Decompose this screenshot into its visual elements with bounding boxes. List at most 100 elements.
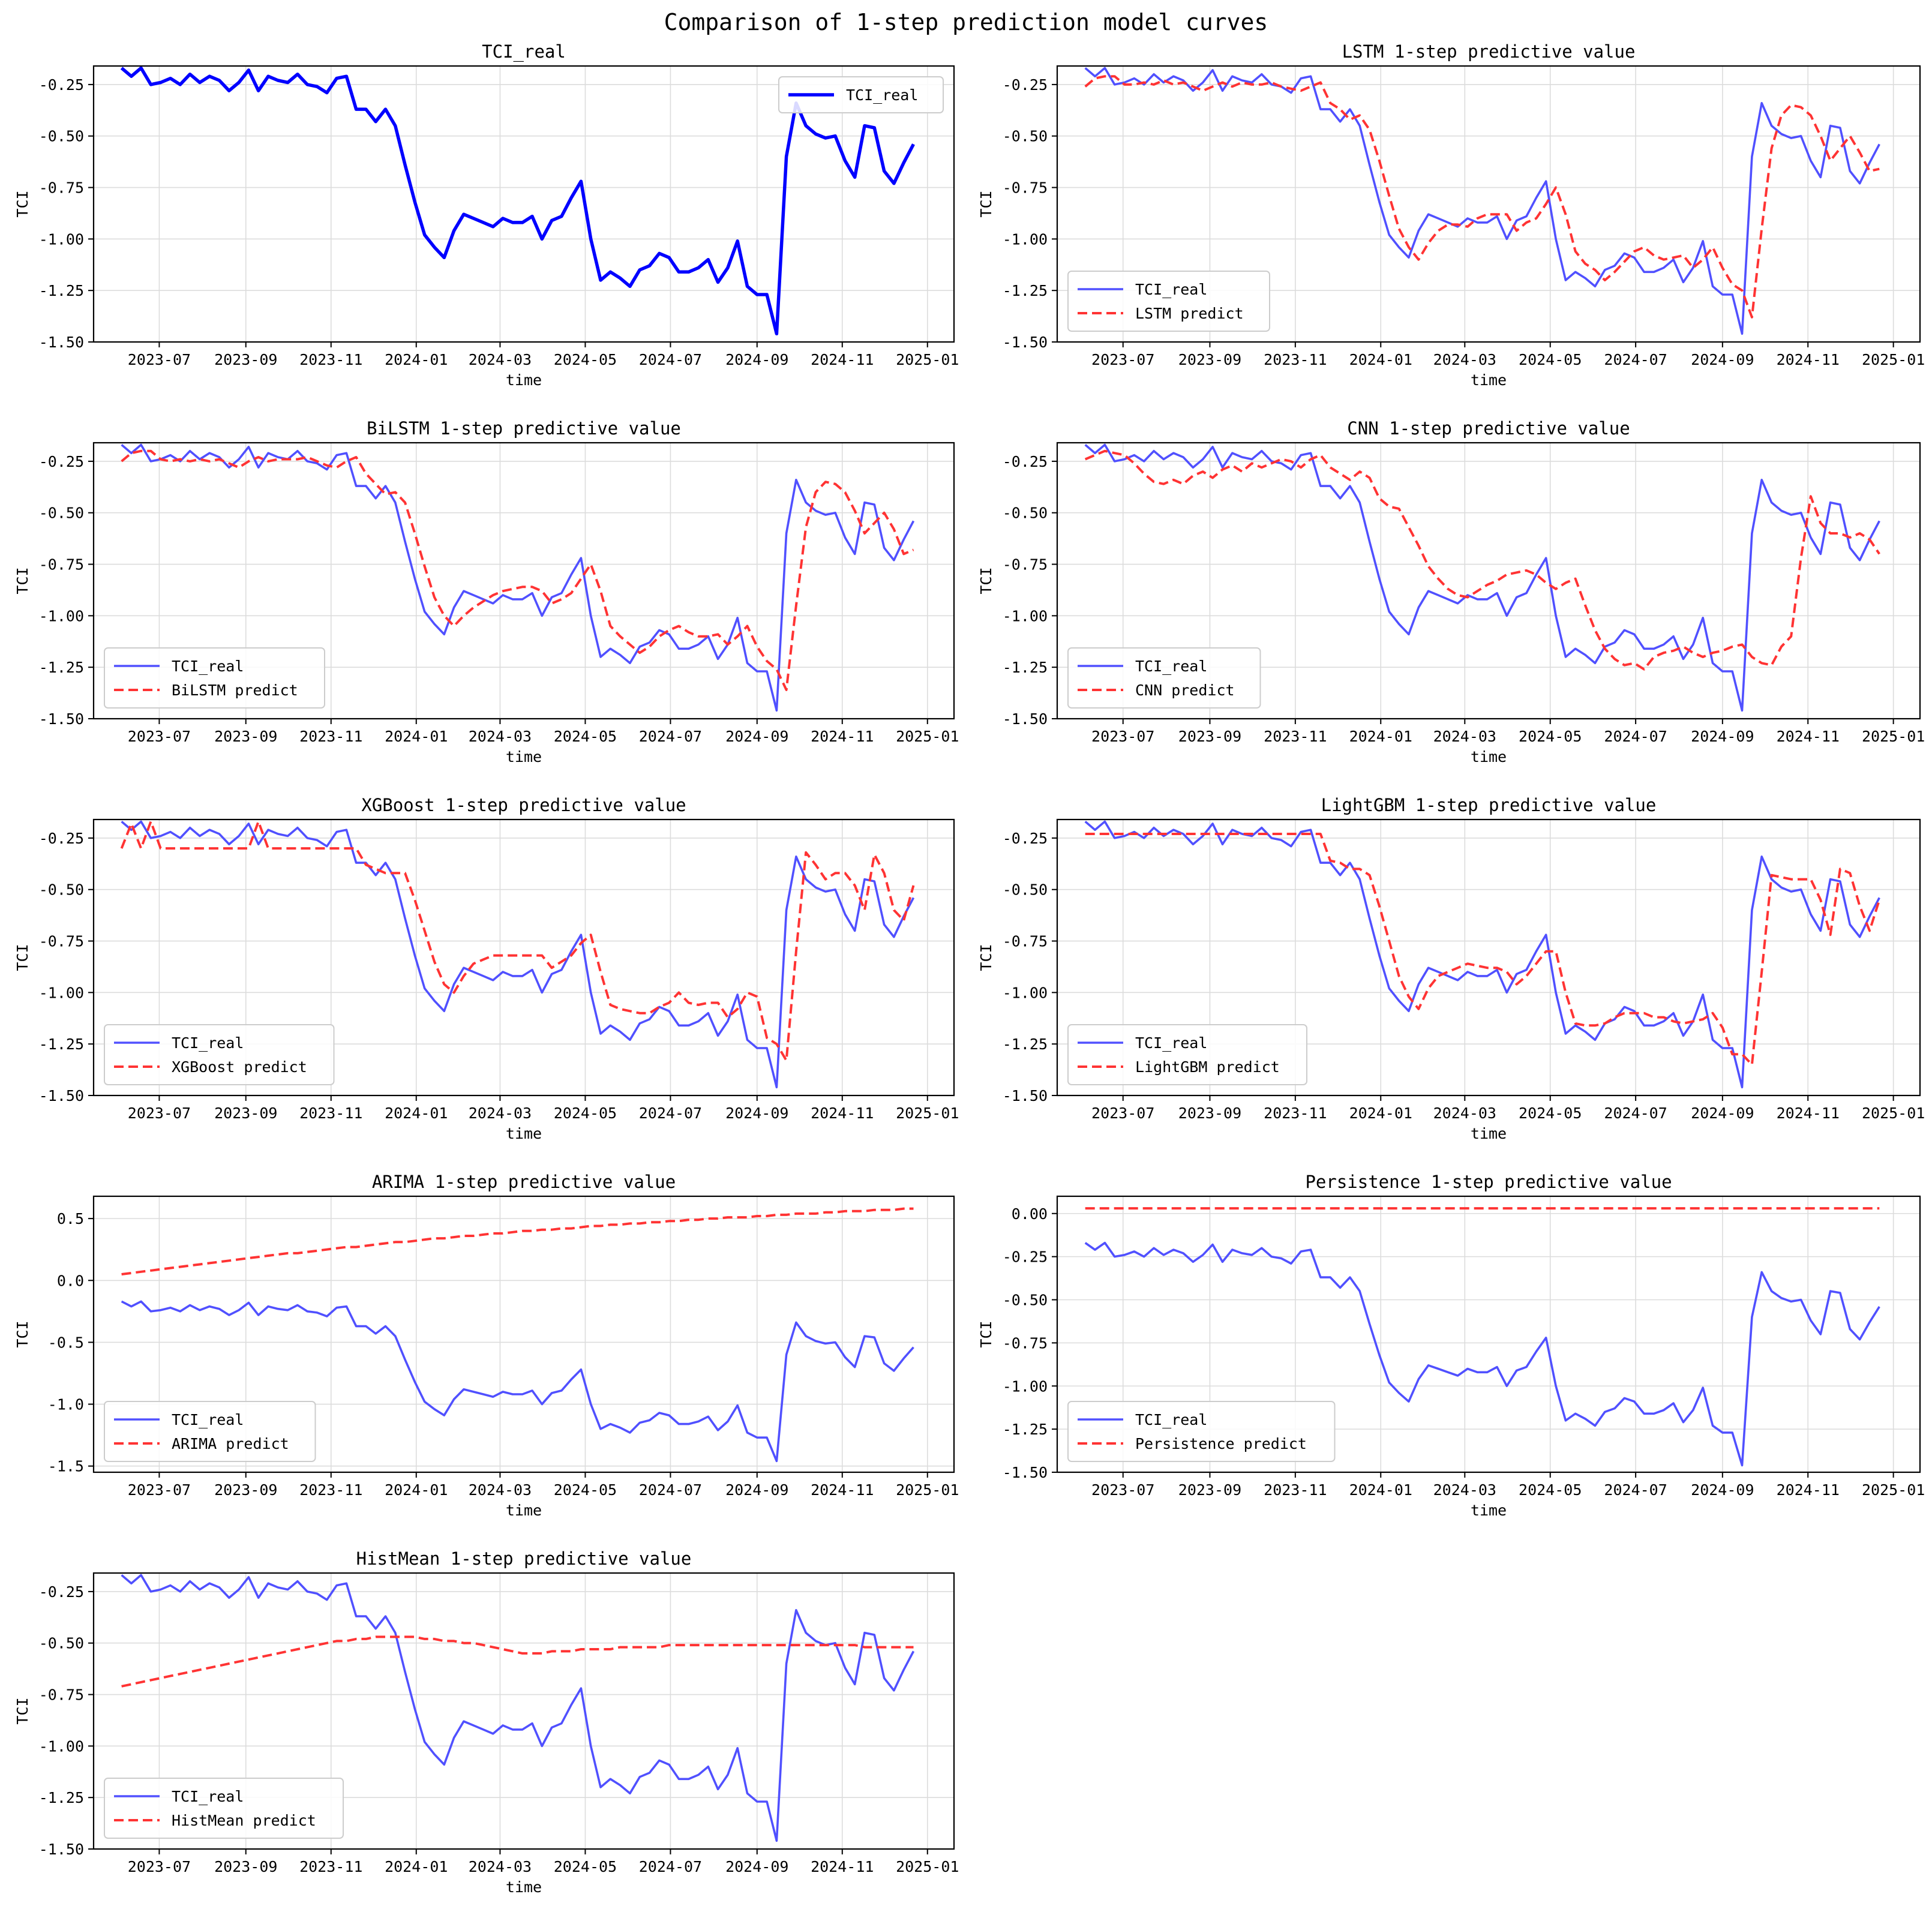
y-tick-label: -0.25 bbox=[1003, 830, 1048, 847]
x-tick-label: 2024-07 bbox=[639, 1481, 702, 1499]
legend-box bbox=[104, 647, 325, 709]
y-tick-label: -0.75 bbox=[39, 556, 84, 574]
x-tick-label: 2024-03 bbox=[1433, 1104, 1496, 1122]
legend: TCI_real HistMean predict bbox=[104, 1778, 344, 1839]
x-tick-label: 2023-11 bbox=[1264, 1104, 1327, 1122]
x-tick-label: 2024-01 bbox=[385, 728, 448, 745]
y-tick-label: -0.50 bbox=[39, 128, 84, 145]
legend: TCI_real CNN predict bbox=[1067, 647, 1261, 709]
x-tick-label: 2024-09 bbox=[725, 728, 788, 745]
y-axis-label: TCI bbox=[14, 1697, 31, 1724]
prediction-series-line bbox=[121, 1635, 914, 1688]
y-tick-label: -0.50 bbox=[1003, 1292, 1048, 1309]
x-tick-label: 2023-07 bbox=[1091, 351, 1154, 368]
x-tick-label: 2023-09 bbox=[1178, 1481, 1241, 1499]
legend-label: TCI_real bbox=[1135, 281, 1207, 298]
real-series-line bbox=[121, 443, 915, 712]
x-tick-label: 2023-07 bbox=[128, 1481, 191, 1499]
legend-label: TCI_real bbox=[172, 1411, 244, 1428]
x-tick-label: 2023-11 bbox=[299, 1104, 362, 1122]
x-tick-label: 2024-03 bbox=[1433, 351, 1496, 368]
real-series-line bbox=[121, 1574, 915, 1842]
x-tick-label: 2025-01 bbox=[896, 351, 959, 368]
x-tick-label: 2024-11 bbox=[811, 351, 874, 368]
x-tick-label: 2023-09 bbox=[214, 1104, 277, 1122]
x-tick-label: 2024-03 bbox=[469, 351, 532, 368]
x-tick-label: 2023-09 bbox=[1178, 1104, 1241, 1122]
x-tick-label: 2024-05 bbox=[1519, 1481, 1582, 1499]
subplot-title: TCI_real bbox=[482, 41, 566, 62]
prediction-series-line bbox=[121, 1207, 914, 1275]
x-tick-label: 2024-11 bbox=[1777, 351, 1840, 368]
legend-label: TCI_real bbox=[1135, 1034, 1207, 1052]
x-axis-label: time bbox=[506, 1502, 542, 1519]
subplot-5: 2023-07 2023-09 2023-11 2024-01 2024-03 2024-… bbox=[977, 795, 1925, 1142]
x-tick-label: 2024-07 bbox=[639, 1104, 702, 1122]
y-tick-label: -0.75 bbox=[39, 179, 84, 197]
y-tick-label: -1.25 bbox=[1003, 1035, 1048, 1053]
x-tick-label: 2024-05 bbox=[554, 728, 617, 745]
y-tick-label: -1.00 bbox=[1003, 984, 1048, 1001]
y-tick-label: -0.75 bbox=[39, 933, 84, 950]
y-tick-label: -0.5 bbox=[48, 1334, 84, 1351]
x-tick-label: 2023-09 bbox=[214, 1481, 277, 1499]
y-tick-label: 0.00 bbox=[1012, 1205, 1048, 1223]
legend: TCI_real Persistence predict bbox=[1067, 1401, 1336, 1462]
x-tick-label: 2024-03 bbox=[1433, 728, 1496, 745]
x-tick-label: 2024-05 bbox=[554, 1481, 617, 1499]
x-tick-label: 2025-01 bbox=[1862, 728, 1925, 745]
x-tick-label: 2024-01 bbox=[1349, 1481, 1412, 1499]
legend: TCI_real XGBoost predict bbox=[104, 1024, 335, 1085]
y-tick-label: -0.25 bbox=[1003, 76, 1048, 94]
y-tick-label: -1.00 bbox=[1003, 230, 1048, 248]
x-tick-label: 2024-09 bbox=[725, 1858, 788, 1875]
real-series-line bbox=[121, 820, 915, 1089]
x-tick-label: 2023-07 bbox=[128, 351, 191, 368]
plot-frame bbox=[1056, 65, 1921, 343]
legend-label: TCI_real bbox=[1135, 1411, 1207, 1428]
x-tick-label: 2024-07 bbox=[1604, 1104, 1667, 1122]
subplot-title: HistMean 1-step predictive value bbox=[356, 1548, 692, 1569]
x-tick-label: 2023-09 bbox=[214, 728, 277, 745]
legend-box bbox=[104, 1024, 335, 1085]
plot-frame bbox=[1056, 818, 1921, 1097]
y-tick-label: -1.50 bbox=[39, 334, 84, 351]
y-tick-label: -0.25 bbox=[1003, 453, 1048, 470]
y-tick-label: -0.75 bbox=[1003, 933, 1048, 950]
x-tick-label: 2023-07 bbox=[128, 1858, 191, 1875]
subplot-title: BiLSTM 1-step predictive value bbox=[367, 418, 681, 439]
x-tick-label: 2024-01 bbox=[385, 1104, 448, 1122]
legend: TCI_real LightGBM predict bbox=[1067, 1024, 1307, 1085]
x-tick-label: 2025-01 bbox=[896, 1858, 959, 1875]
x-axis-label: time bbox=[1471, 371, 1507, 389]
legend: TCI_real BiLSTM predict bbox=[104, 647, 325, 709]
x-tick-label: 2024-01 bbox=[385, 1481, 448, 1499]
y-axis-label: TCI bbox=[977, 1320, 995, 1347]
figure-title: Comparison of 1-step prediction model cu… bbox=[664, 9, 1268, 35]
plot-frame bbox=[92, 1195, 955, 1473]
y-tick-label: 0.0 bbox=[57, 1272, 84, 1289]
x-tick-label: 2024-11 bbox=[811, 728, 874, 745]
y-tick-label: -1.00 bbox=[39, 230, 84, 248]
x-tick-label: 2025-01 bbox=[1862, 351, 1925, 368]
x-tick-label: 2025-01 bbox=[896, 1104, 959, 1122]
y-tick-label: -0.75 bbox=[1003, 556, 1048, 574]
x-tick-label: 2023-11 bbox=[1264, 728, 1327, 745]
x-tick-label: 2024-05 bbox=[554, 1104, 617, 1122]
plot-frame bbox=[92, 1572, 955, 1850]
legend-label: TCI_real bbox=[172, 1788, 244, 1805]
subplot-title: ARIMA 1-step predictive value bbox=[372, 1172, 676, 1192]
x-tick-label: 2024-05 bbox=[554, 351, 617, 368]
x-tick-label: 2024-05 bbox=[1519, 728, 1582, 745]
x-tick-label: 2024-09 bbox=[1691, 728, 1754, 745]
y-tick-label: -1.50 bbox=[1003, 334, 1048, 351]
x-tick-label: 2024-09 bbox=[1691, 1481, 1754, 1499]
y-tick-label: -1.25 bbox=[39, 1789, 84, 1806]
x-tick-label: 2023-07 bbox=[1091, 1104, 1154, 1122]
y-tick-label: -1.50 bbox=[1003, 710, 1048, 728]
x-axis-label: time bbox=[506, 748, 542, 766]
y-tick-label: -0.25 bbox=[39, 1583, 84, 1601]
real-series-line bbox=[1084, 443, 1880, 712]
x-axis-label: time bbox=[1471, 1502, 1507, 1519]
y-tick-label: -1.50 bbox=[39, 1087, 84, 1104]
